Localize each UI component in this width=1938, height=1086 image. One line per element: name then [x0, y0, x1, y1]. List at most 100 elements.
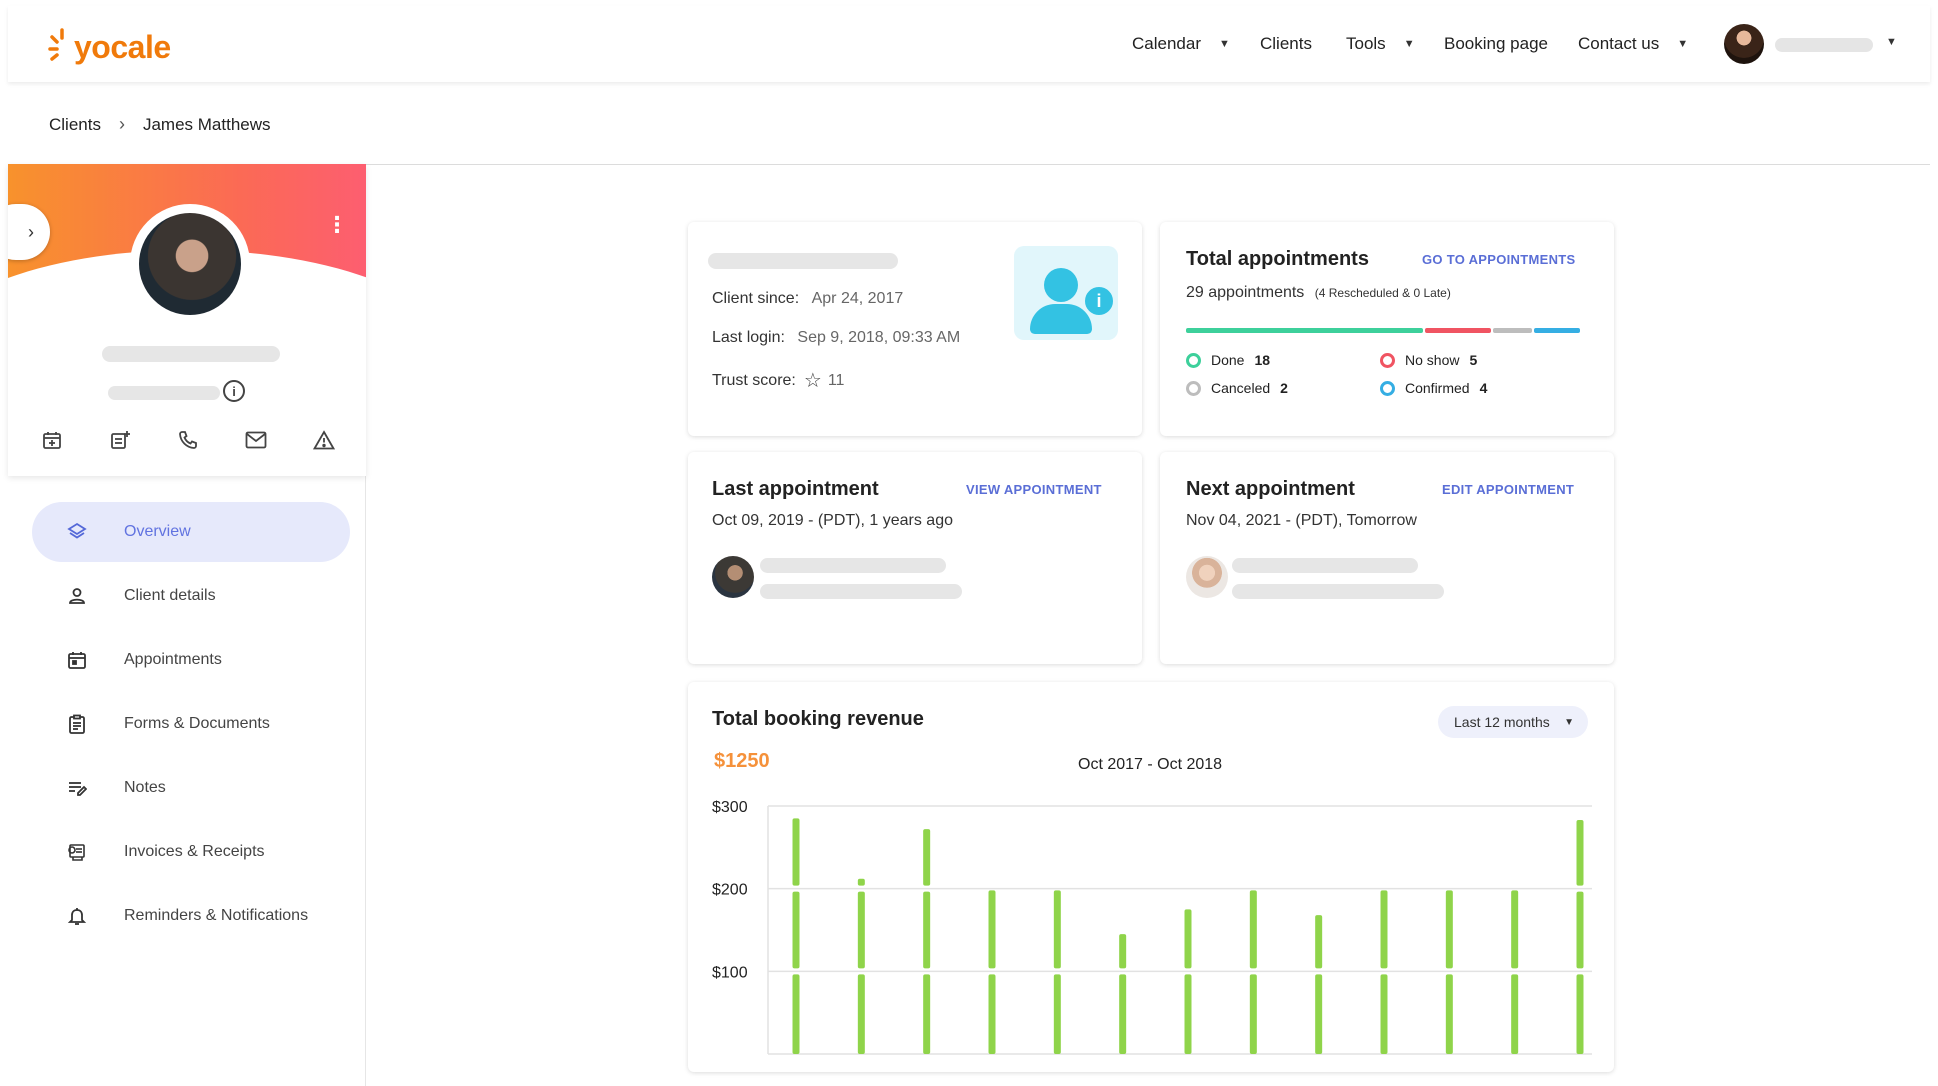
revenue-bar[interactable] — [1184, 909, 1192, 969]
revenue-bar[interactable] — [988, 974, 996, 1054]
last-login-value: Sep 9, 2018, 09:33 AM — [797, 329, 961, 346]
stat-value: 4 — [1479, 380, 1488, 396]
nav-contact-us[interactable]: Contact us ▼ — [1578, 6, 1688, 82]
user-menu-caret-icon[interactable]: ▼ — [1886, 36, 1897, 48]
stat-value: 2 — [1280, 380, 1288, 396]
email-icon[interactable] — [242, 426, 270, 454]
sidebar-item-client-details[interactable]: Client details — [32, 566, 350, 626]
client-since-value: Apr 24, 2017 — [811, 290, 904, 307]
nav-clients-label: Clients — [1260, 34, 1312, 53]
go-to-appointments-link[interactable]: GO TO APPOINTMENTS — [1422, 252, 1576, 267]
revenue-bar[interactable] — [1380, 974, 1388, 1054]
progress-no-show — [1424, 328, 1491, 333]
progress-done — [1186, 328, 1423, 333]
sidebar-item-label: Client details — [124, 587, 216, 604]
revenue-bar[interactable] — [1119, 934, 1127, 969]
last-login-row: Last login: Sep 9, 2018, 09:33 AM — [712, 329, 960, 347]
client-sections-nav: Overview Client details Appointments For… — [32, 502, 350, 950]
status-ring-icon — [1186, 352, 1201, 368]
phone-icon[interactable] — [174, 426, 202, 454]
revenue-bar[interactable] — [792, 818, 800, 886]
chevron-right-icon: › — [28, 221, 34, 242]
revenue-bar[interactable] — [792, 891, 800, 969]
nav-tools-label: Tools — [1346, 34, 1386, 53]
sidebar-item-overview[interactable]: Overview — [32, 502, 350, 562]
revenue-bar[interactable] — [857, 891, 865, 969]
revenue-bar[interactable] — [1249, 974, 1257, 1054]
revenue-bar[interactable] — [1249, 890, 1257, 969]
edit-appointment-link[interactable]: EDIT APPOINTMENT — [1442, 482, 1575, 497]
revenue-bar[interactable] — [923, 829, 931, 886]
view-appointment-link[interactable]: VIEW APPOINTMENT — [966, 482, 1102, 497]
stat-label: Confirmed — [1405, 380, 1470, 396]
revenue-bar[interactable] — [1053, 890, 1061, 969]
revenue-bar[interactable] — [857, 974, 865, 1054]
nav-clients[interactable]: Clients — [1260, 6, 1312, 82]
sidebar-item-reminders-notifications[interactable]: Reminders & Notifications — [32, 886, 350, 946]
revenue-bar[interactable] — [1315, 915, 1323, 969]
stat-label: Done — [1211, 352, 1245, 368]
total-appointments-card: Total appointments GO TO APPOINTMENTS 29… — [1160, 222, 1614, 436]
revenue-bar[interactable] — [1445, 974, 1453, 1054]
revenue-bar[interactable] — [1119, 974, 1127, 1054]
revenue-bar[interactable] — [1576, 820, 1584, 886]
add-appointment-icon[interactable] — [38, 426, 66, 454]
revenue-bar[interactable] — [923, 974, 931, 1054]
sidebar-item-label: Invoices & Receipts — [124, 843, 265, 860]
warning-icon[interactable] — [310, 426, 338, 454]
revenue-bar[interactable] — [1511, 890, 1519, 969]
sidebar-item-forms-documents[interactable]: Forms & Documents — [32, 694, 350, 754]
x-tick-label: Oct — [784, 1071, 809, 1072]
revenue-bar[interactable] — [923, 891, 931, 969]
revenue-bar[interactable] — [1445, 890, 1453, 969]
star-icon: ☆ — [803, 370, 822, 392]
user-avatar[interactable] — [1724, 24, 1764, 64]
chevron-right-icon: › — [118, 114, 125, 134]
period-select[interactable]: Last 12 months ▼ — [1438, 706, 1588, 738]
sidebar-item-invoices-receipts[interactable]: Invoices & Receipts — [32, 822, 350, 882]
nav-tools[interactable]: Tools ▼ — [1346, 6, 1415, 82]
nav-calendar[interactable]: Calendar ▼ — [1132, 6, 1230, 82]
caret-down-icon: ▼ — [1403, 38, 1415, 50]
x-tick-label: Jul — [1374, 1071, 1394, 1072]
revenue-bar[interactable] — [1576, 891, 1584, 969]
revenue-bar[interactable] — [792, 974, 800, 1054]
appointments-progress-bar — [1186, 328, 1580, 333]
revenue-bar[interactable] — [1053, 974, 1061, 1054]
breadcrumb-current: James Matthews — [142, 114, 271, 134]
sidebar-item-label: Notes — [124, 779, 166, 796]
last-appointment-card: Last appointment VIEW APPOINTMENT Oct 09… — [688, 452, 1142, 664]
yocale-logo[interactable]: yocale — [48, 22, 171, 72]
clipboard-icon — [66, 713, 88, 735]
revenue-bar[interactable] — [1184, 974, 1192, 1054]
nav-booking-page-label: Booking page — [1444, 34, 1548, 53]
client-info-illustration: i — [1014, 246, 1118, 340]
stat-label: No show — [1405, 352, 1460, 368]
appointments-detail: (4 Rescheduled & 0 Late) — [1314, 286, 1451, 300]
info-badge-icon: i — [1082, 284, 1116, 318]
breadcrumb-clients[interactable]: Clients — [49, 114, 101, 134]
header-divider — [8, 164, 1930, 165]
x-tick-label: Jun — [1306, 1071, 1332, 1072]
x-tick-label: Apr — [1176, 1071, 1202, 1072]
sidebar-item-label: Forms & Documents — [124, 715, 270, 732]
left-sidebar: › ⋮ i — [8, 164, 366, 1086]
more-vert-icon[interactable]: ⋮ — [326, 212, 348, 237]
add-note-icon[interactable] — [106, 426, 134, 454]
revenue-bar[interactable] — [1576, 974, 1584, 1054]
revenue-bar[interactable] — [1315, 974, 1323, 1054]
revenue-bar[interactable] — [1380, 890, 1388, 969]
revenue-bar[interactable] — [988, 890, 996, 969]
status-ring-icon — [1380, 352, 1395, 368]
y-tick-label: $100 — [712, 964, 748, 981]
sidebar-item-notes[interactable]: Notes — [32, 758, 350, 818]
breadcrumb: Clients › James Matthews — [49, 114, 271, 135]
stat-no-show: No show 5 — [1380, 352, 1477, 368]
revenue-bar[interactable] — [1511, 974, 1519, 1054]
sidebar-item-appointments[interactable]: Appointments — [32, 630, 350, 690]
x-tick-label: Feb — [1044, 1071, 1072, 1072]
revenue-bar[interactable] — [857, 878, 865, 886]
nav-booking-page[interactable]: Booking page — [1444, 6, 1548, 82]
x-tick-label: Oct — [1568, 1071, 1593, 1072]
info-icon[interactable]: i — [223, 380, 245, 402]
